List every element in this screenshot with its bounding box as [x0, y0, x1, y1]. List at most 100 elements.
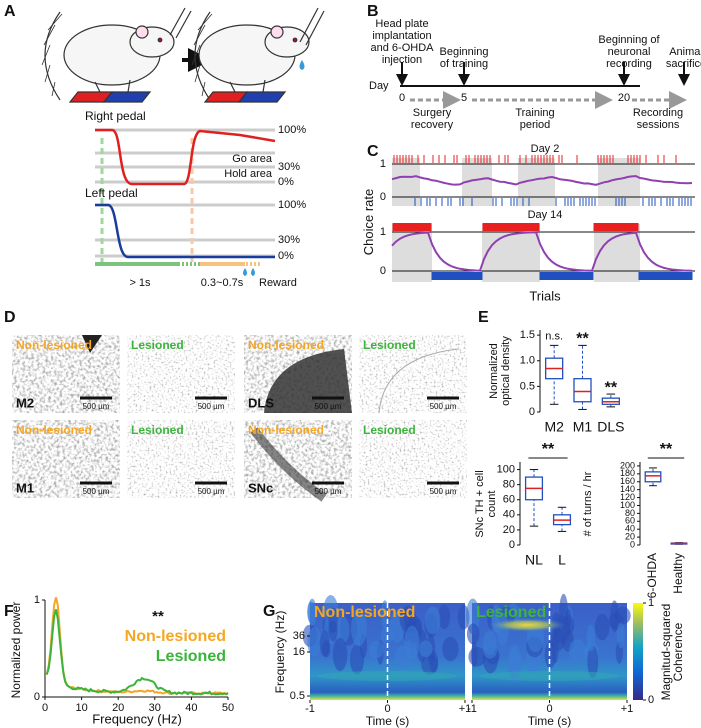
y-tick-label: 0.5	[520, 380, 535, 392]
coherence-patch	[438, 604, 451, 630]
coherence-patch	[568, 639, 586, 663]
y-tick-label: 1	[380, 158, 386, 170]
event-label: Animal sacrifice	[665, 46, 701, 70]
coherence-patch	[350, 644, 365, 675]
x-axis-label: Time (s)	[528, 714, 572, 728]
histology-texture	[359, 335, 467, 413]
x-tick-label: Healthy	[671, 553, 685, 594]
significance-label: **	[542, 441, 555, 458]
coherence-patch	[368, 640, 385, 659]
block-shade	[392, 158, 420, 206]
y-tick-label: 36	[293, 630, 305, 642]
duration-label: 0.3~0.7s	[201, 277, 244, 289]
coherence-peak	[487, 618, 567, 632]
scale-bar-label: 500 µm	[198, 487, 225, 496]
y-tick-label: 1.5	[520, 329, 535, 341]
event-label: Head plate implantation and 6-OHDA injec…	[370, 18, 434, 66]
condition-label: Lesioned	[131, 423, 184, 437]
colorbar-label: Magnitud-squared Coherence	[659, 603, 685, 701]
region-label: DLS	[248, 395, 274, 410]
x-tick-label: 10	[75, 702, 87, 714]
x-tick-label: -1	[305, 703, 315, 715]
condition-label: Non-lesioned	[248, 338, 324, 352]
delay-bar	[200, 262, 245, 266]
y-tick-label: 0	[509, 539, 515, 551]
y-tick-label: 1	[34, 594, 40, 606]
area-label: Hold area	[224, 168, 273, 180]
condition-label: Lesioned	[363, 338, 416, 352]
x-tick-label: 0	[384, 703, 390, 715]
map-title: Non-lesioned	[314, 604, 415, 621]
y-axis-label: Normalized power	[9, 601, 23, 699]
y-tick-label: 16	[293, 646, 305, 658]
x-tick-label: +1	[621, 703, 634, 715]
y-tick-label: 1.0	[520, 355, 535, 367]
x-tick-label: -1	[467, 703, 477, 715]
day-number: 0	[399, 92, 405, 104]
coherence-patch	[594, 613, 610, 641]
session-title: Day 14	[528, 209, 563, 221]
x-tick-label: 30	[149, 702, 161, 714]
coherence-patch	[350, 610, 367, 647]
trace-title: Left pedal	[85, 186, 138, 200]
box	[644, 471, 662, 483]
y-tick-label: 0	[630, 539, 635, 549]
colorbar-tick-label: 0	[648, 694, 654, 706]
timeline	[396, 62, 690, 109]
x-tick-label: 20	[112, 702, 124, 714]
scale-bar-label: 500 µm	[430, 402, 457, 411]
day-number: 5	[461, 92, 467, 104]
y-axis-label: Frequency (Hz)	[273, 610, 287, 694]
spectrum	[45, 597, 229, 695]
period-label: Recording sessions	[632, 107, 684, 131]
panel-label: A	[4, 3, 16, 20]
x-tick-label: L	[558, 552, 566, 568]
reward-drops	[243, 268, 255, 276]
x-tick-label: NL	[525, 552, 543, 568]
coherence-patch	[483, 641, 498, 659]
y-tick-label: 100	[497, 463, 515, 475]
y-tick-label: 40	[625, 524, 635, 534]
panel-label: D	[4, 309, 16, 326]
trace-title: Right pedal	[85, 109, 146, 123]
scale-bar-label: 500 µm	[315, 487, 342, 496]
scale-bar-label: 500 µm	[430, 487, 457, 496]
scale-bar-label: 500 µm	[83, 402, 110, 411]
box	[573, 378, 592, 403]
x-tick-label: 0	[546, 703, 552, 715]
y-tick-label: 60	[625, 516, 635, 526]
striatum-outline	[378, 348, 460, 414]
coherence-patch	[332, 637, 348, 672]
colorbar	[633, 603, 643, 700]
panel-label: F	[4, 603, 14, 620]
histology-texture	[12, 335, 120, 413]
y-axis-label: Normalized optical density	[488, 336, 512, 406]
spectrum	[45, 609, 229, 696]
coherence-patch	[586, 624, 596, 652]
coherence-patch	[421, 653, 438, 675]
day-number: 20	[618, 92, 630, 104]
colorbar-tick-label: 1	[648, 597, 654, 609]
level-label: 100%	[278, 124, 306, 136]
histology-texture	[127, 420, 235, 498]
y-tick-label: 0	[380, 265, 386, 277]
y-tick-label: 20	[503, 524, 515, 536]
scale-bar-label: 500 µm	[198, 402, 225, 411]
x-tick-label: 0	[42, 702, 48, 714]
y-tick-label: 60	[503, 494, 515, 506]
event-label: Beginning of neuronal recording	[598, 34, 660, 70]
y-tick-label: 0	[34, 691, 40, 703]
y-tick-label: 1	[380, 226, 386, 238]
duration-label: > 1s	[129, 277, 151, 289]
level-label: 30%	[278, 161, 300, 173]
y-tick-label: 120	[620, 492, 635, 502]
y-axis-label: Choice rate	[361, 188, 376, 256]
x-tick-label: 40	[185, 702, 197, 714]
hold-bar	[95, 262, 180, 266]
session-title: Day 2	[531, 143, 560, 155]
coherence-patch	[466, 623, 480, 645]
coherence-patch	[442, 636, 459, 662]
